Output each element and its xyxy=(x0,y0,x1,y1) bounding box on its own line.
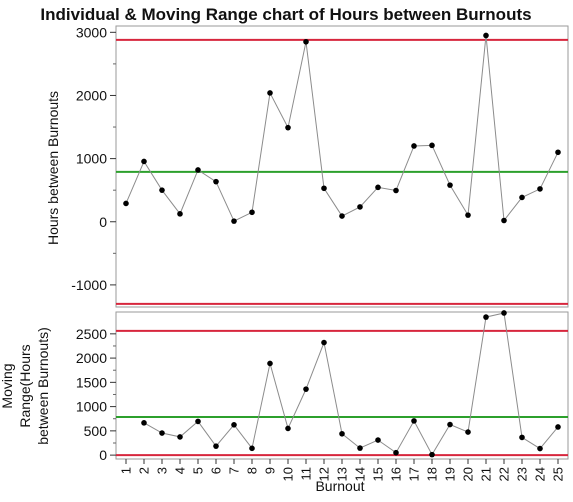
data-point xyxy=(447,182,453,188)
data-point xyxy=(357,204,363,210)
data-point xyxy=(159,187,165,193)
y-tick-label: 1000 xyxy=(76,151,107,167)
data-point xyxy=(375,437,381,443)
x-tick-label: 10 xyxy=(281,467,296,481)
x-tick-label: 14 xyxy=(353,467,368,481)
y-tick-label: 2500 xyxy=(76,326,107,342)
data-point xyxy=(501,310,507,316)
y-axis-label: Hours between Burnouts xyxy=(45,91,61,245)
data-point xyxy=(339,213,345,219)
x-tick-label: 22 xyxy=(497,467,512,481)
y-tick-label: 0 xyxy=(99,447,107,463)
x-tick-label: 17 xyxy=(407,467,422,481)
data-point xyxy=(303,38,309,45)
data-point xyxy=(249,209,255,216)
data-point xyxy=(375,184,381,191)
x-tick-label: 7 xyxy=(227,467,242,474)
data-point xyxy=(195,167,201,173)
y-tick-label: 1500 xyxy=(76,374,107,390)
x-tick-label: 24 xyxy=(533,467,548,481)
y-tick-label: 3000 xyxy=(76,24,107,40)
x-tick-label: 3 xyxy=(155,467,170,474)
y-tick-label: 2000 xyxy=(76,87,107,103)
burnout-x-axis: 1 2 3 4 5 6 7 8 9 10 11 12 13 14 15 16 17 18 19 20 21 22 23 24 2… xyxy=(119,459,566,481)
series-line xyxy=(125,35,559,222)
data-point xyxy=(501,217,507,224)
y-tick-label: 500 xyxy=(84,423,108,439)
data-point xyxy=(555,149,561,156)
data-point xyxy=(519,434,525,441)
series-line xyxy=(143,312,559,456)
data-point xyxy=(159,430,165,436)
x-tick-label: 9 xyxy=(263,467,278,474)
x-tick-label: 5 xyxy=(191,467,206,474)
x-tick-label: 4 xyxy=(173,467,188,474)
x-tick-label: 6 xyxy=(209,467,224,474)
data-point xyxy=(411,143,417,149)
data-point xyxy=(285,425,291,432)
data-point xyxy=(249,445,255,452)
y-tick-label: -1000 xyxy=(71,277,107,293)
data-point xyxy=(267,360,273,367)
data-point xyxy=(411,418,417,424)
x-tick-label: 19 xyxy=(443,467,458,481)
x-tick-label: 8 xyxy=(245,467,260,474)
data-point xyxy=(285,124,291,131)
data-point xyxy=(321,339,327,346)
x-tick-label: 23 xyxy=(515,467,530,481)
data-point xyxy=(465,429,471,435)
y-tick-label: 1000 xyxy=(76,399,107,415)
data-point xyxy=(555,424,561,430)
data-point xyxy=(357,445,363,451)
x-tick-label: 11 xyxy=(299,467,314,481)
individuals-chart: -1000 0 1000 2000 3000 Hours between Burnouts xyxy=(45,24,569,308)
data-point xyxy=(483,32,489,39)
x-tick-label: 21 xyxy=(479,467,494,481)
data-point xyxy=(141,158,147,165)
y-tick-label: 0 xyxy=(99,214,107,230)
data-point xyxy=(231,218,237,224)
data-point xyxy=(177,211,183,217)
data-point xyxy=(123,200,129,207)
moving-range-chart: 0 500 1000 1500 2000 2500 Moving Range(Hours bet… xyxy=(0,310,569,463)
y-tick-label: 2000 xyxy=(76,350,107,366)
x-axis-label: Burnout xyxy=(315,478,364,494)
data-point xyxy=(213,443,219,449)
data-point xyxy=(519,194,525,201)
x-tick-label: 18 xyxy=(425,467,440,481)
data-point xyxy=(429,451,435,458)
data-point xyxy=(339,430,345,437)
data-point xyxy=(267,90,273,96)
x-tick-label: 16 xyxy=(389,467,404,481)
data-point xyxy=(141,420,147,426)
data-point xyxy=(537,186,543,192)
data-point xyxy=(465,212,471,218)
data-point xyxy=(447,421,453,428)
x-tick-label: 25 xyxy=(551,467,566,481)
chart-title: Individual & Moving Range chart of Hours… xyxy=(40,5,531,24)
data-point xyxy=(177,434,183,440)
data-point xyxy=(393,449,399,456)
x-tick-label: 15 xyxy=(371,467,386,481)
y-axis-label: Moving Range(Hours between Burnouts) xyxy=(0,327,51,445)
x-tick-label: 13 xyxy=(335,467,350,481)
data-point xyxy=(231,421,237,428)
data-point xyxy=(213,178,219,185)
x-tick-label: 20 xyxy=(461,467,476,481)
data-point xyxy=(483,314,489,320)
plot-frame xyxy=(115,311,569,460)
data-point xyxy=(321,185,327,192)
plot-frame xyxy=(115,25,569,308)
x-tick-label: 12 xyxy=(317,467,332,481)
data-point xyxy=(303,386,309,392)
data-point xyxy=(393,187,399,194)
data-point xyxy=(195,418,201,425)
x-tick-label: 2 xyxy=(137,467,152,474)
data-point xyxy=(429,142,435,149)
x-tick-label: 1 xyxy=(119,467,134,474)
data-point xyxy=(537,445,543,452)
